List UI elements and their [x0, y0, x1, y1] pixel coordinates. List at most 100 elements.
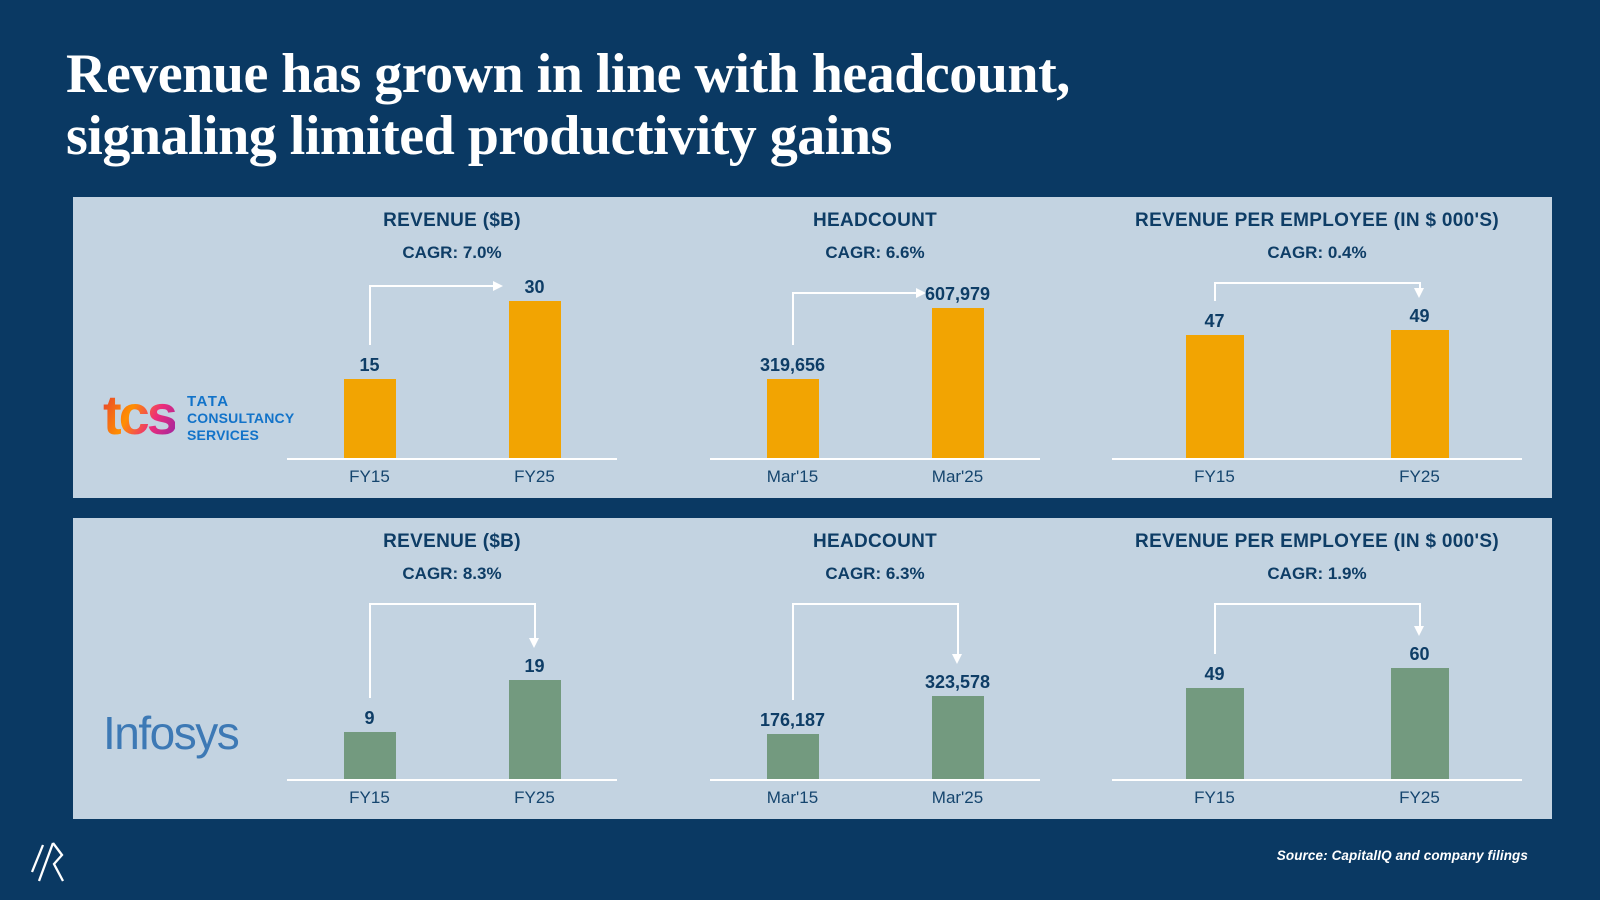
slide-title-line1: Revenue has grown in line with headcount… [66, 43, 1070, 105]
chart-title: HEADCOUNT [812, 531, 938, 552]
bar-value-label: 30 [524, 277, 545, 297]
bar-category-label: FY15 [1194, 467, 1235, 486]
bar [766, 734, 819, 779]
cagr-label: CAGR: 1.9% [1267, 564, 1367, 583]
chart-plot-area: 176,187 323,578 [710, 601, 1040, 779]
x-axis-line [1112, 458, 1522, 460]
cagr-arrowhead-icon [492, 280, 503, 291]
bar [343, 732, 396, 779]
cagr-label: CAGR: 6.3% [825, 564, 925, 583]
bar-value-label: 60 [1409, 644, 1430, 664]
cagr-arrow-horizontal-segment [1213, 282, 1421, 284]
cagr-arrow-left-segment [791, 292, 794, 345]
tata-consultancy-services-label: TATA CONSULTANCY SERVICES [186, 392, 295, 443]
tcs-logo-column: tcs TATA CONSULTANCY SERVICES [73, 197, 303, 498]
bar-category-label: FY15 [1194, 788, 1235, 807]
bar-value-label: 319,656 [759, 355, 826, 375]
bar [931, 308, 984, 458]
x-axis-line [287, 779, 617, 781]
chart-plot-area: 9 19 [287, 601, 617, 779]
bar-value-label: 47 [1204, 311, 1225, 331]
chart-plot-area: 15 30 [287, 277, 617, 458]
cagr-arrow-right-segment [956, 603, 959, 654]
bar-category-label: Mar'15 [766, 788, 819, 807]
cagr-label: CAGR: 6.6% [825, 243, 925, 262]
chart-title: REVENUE PER EMPLOYEE (IN $ 000'S) [1135, 210, 1499, 231]
bar [766, 379, 819, 458]
bar-category-label: FY25 [514, 788, 555, 807]
x-axis-labels: FY15 FY25 [1112, 781, 1522, 813]
chart-plot-area: 319,656 607,979 [710, 280, 1040, 458]
cagr-arrow-horizontal-segment [1213, 603, 1421, 605]
cagr-arrow-left-segment [791, 603, 794, 700]
bar-category-label: FY25 [1399, 467, 1440, 486]
cagr-arrowhead-icon [1413, 288, 1424, 298]
tcs-panel: tcs TATA CONSULTANCY SERVICES REVENUE ($… [73, 197, 1552, 498]
slide-title-line2: signaling limited productivity gains [66, 104, 892, 167]
x-axis-labels: Mar'15 Mar'25 [710, 460, 1040, 492]
bar-value-label: 323,578 [924, 672, 991, 692]
x-axis-line [1112, 779, 1522, 781]
cagr-arrow-horizontal-segment [791, 292, 916, 294]
bar-value-label: 176,187 [759, 710, 826, 730]
bar [1390, 668, 1449, 779]
bar-value-label: 9 [364, 708, 375, 728]
cagr-arrowhead-icon [951, 654, 962, 664]
cagr-arrowhead-icon [1413, 626, 1424, 636]
tcs-revenue-per-employee-chart: REVENUE PER EMPLOYEE (IN $ 000'S) CAGR: 0… [1112, 197, 1522, 492]
cagr-arrow-right-segment [1418, 603, 1421, 626]
cagr-arrow-right-segment [533, 603, 536, 638]
bar-category-label: Mar'25 [931, 788, 984, 807]
cagr-arrowhead-icon [528, 638, 539, 648]
infosys-panel: Infosys REVENUE ($B) CAGR: 8.3% 9 19 FY15 FY2… [73, 518, 1552, 819]
bar-category-label: FY15 [349, 788, 390, 807]
cagr-arrow-left-segment [1213, 603, 1216, 654]
chart-title: REVENUE ($B) [383, 531, 521, 552]
bar [508, 680, 561, 779]
bar-category-label: FY15 [349, 467, 390, 486]
slide-title: Revenue has grown in line with headcount… [66, 43, 1070, 167]
x-axis-labels: FY15 FY25 [287, 460, 617, 492]
bar [1185, 688, 1244, 779]
bar-category-label: Mar'15 [766, 467, 819, 486]
tcs-headcount-chart: HEADCOUNT CAGR: 6.6% 319,656 607,979 Mar'15 M… [710, 197, 1040, 492]
chart-title: REVENUE ($B) [383, 210, 521, 231]
bar-value-label: 49 [1204, 664, 1225, 684]
chart-plot-area: 47 49 [1112, 280, 1522, 458]
cagr-label: CAGR: 7.0% [402, 243, 502, 262]
bar-value-label: 15 [359, 355, 380, 375]
tcs-wordmark: tcs [103, 387, 178, 449]
x-axis-line [287, 458, 617, 460]
bar [931, 696, 984, 779]
source-note: Source: CapitalIQ and company filings [1276, 848, 1528, 863]
bar-value-label: 49 [1409, 306, 1430, 326]
bar-value-label: 607,979 [924, 284, 991, 304]
cagr-arrow-horizontal-segment [368, 285, 493, 287]
bar [343, 379, 396, 458]
x-axis-labels: Mar'15 Mar'25 [710, 781, 1040, 813]
cagr-arrow-right-segment [1418, 282, 1421, 288]
x-axis-line [710, 458, 1040, 460]
chart-title: REVENUE PER EMPLOYEE (IN $ 000'S) [1135, 531, 1499, 552]
cagr-arrow-left-segment [1213, 282, 1216, 301]
bar-category-label: Mar'25 [931, 467, 984, 486]
bar-category-label: FY25 [514, 467, 555, 486]
footer-logomark-icon [24, 833, 68, 892]
bar [1185, 335, 1244, 458]
x-axis-labels: FY15 FY25 [287, 781, 617, 813]
tcs-revenue-chart: REVENUE ($B) CAGR: 7.0% 15 30 FY15 FY25 [287, 197, 617, 492]
infosys-revenue-per-employee-chart: REVENUE PER EMPLOYEE (IN $ 000'S) CAGR: 1… [1112, 518, 1522, 813]
chart-plot-area: 49 60 [1112, 601, 1522, 779]
cagr-arrowhead-icon [915, 287, 926, 298]
x-axis-line [710, 779, 1040, 781]
bar-category-label: FY25 [1399, 788, 1440, 807]
tcs-logo: tcs TATA CONSULTANCY SERVICES [103, 387, 294, 449]
infosys-logo-column: Infosys [73, 518, 303, 819]
chart-title: HEADCOUNT [812, 210, 938, 231]
bar-value-label: 19 [524, 656, 545, 676]
cagr-arrow-left-segment [368, 603, 371, 698]
infosys-headcount-chart: HEADCOUNT CAGR: 6.3% 176,187 323,578 Mar'15 M… [710, 518, 1040, 813]
bar [1390, 330, 1449, 458]
cagr-label: CAGR: 8.3% [402, 564, 502, 583]
infosys-logo: Infosys [103, 707, 240, 759]
